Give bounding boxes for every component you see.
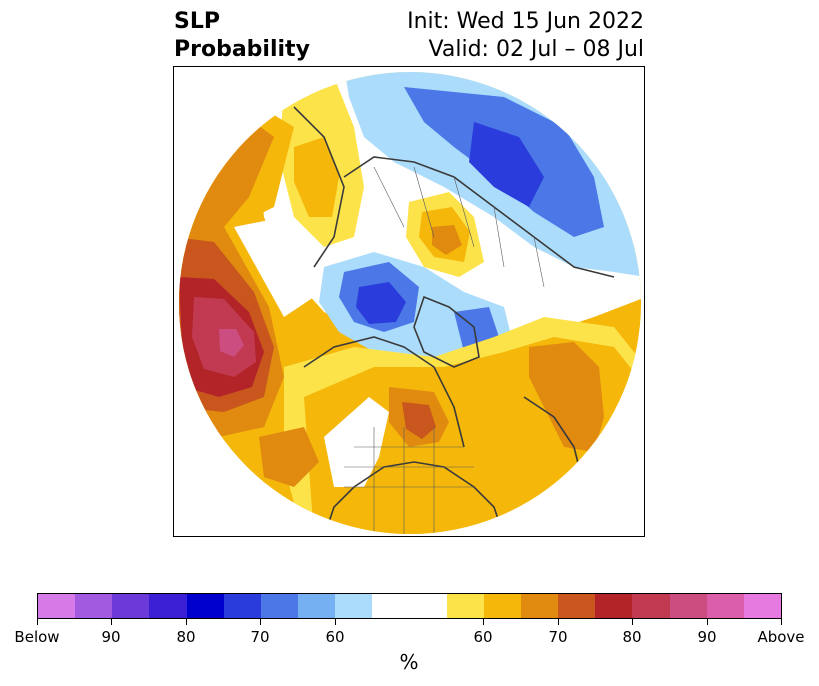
below-beaufort-80 [356,282,406,324]
colorbar-above-seg-1 [446,594,484,618]
colorbar-neutral-seg [372,594,447,618]
borders [344,166,545,534]
colorbar [37,593,782,619]
colorbar-tick-label: 70 [250,628,270,646]
colorbar-above-seg-2 [483,594,522,618]
above-central-na-75 [402,402,436,439]
colorbar-above-seg-8 [706,594,744,618]
above-atlantic-70 [529,342,604,452]
title-right: Init: Wed 15 Jun 2022 Valid: 02 Jul – 08… [380,8,644,64]
colorbar-below-seg-1 [38,594,76,618]
above-kara-sea-70 [432,225,462,255]
valid-range: Valid: 02 Jul – 08 Jul [428,37,644,62]
colorbar-below-seg-9 [335,594,373,618]
colorbar-tick-label: 70 [548,628,568,646]
colorbar-above-seg-3 [521,594,559,618]
colorbar-tick [483,619,484,625]
colorbar-tick [111,619,112,625]
colorbar-tick [632,619,633,625]
colorbar-above-seg-6 [632,594,670,618]
below-eastern-siberia-80 [469,122,544,207]
above-west-na-70 [259,427,319,487]
colorbar-below-seg-4 [149,594,187,618]
above-pacific-90 [219,329,244,357]
title-left: SLP Probability [174,8,310,64]
colorbar-tick-label: 80 [622,628,642,646]
neutral-western-us [324,397,389,487]
colorbar-below-seg-7 [260,594,299,618]
colorbar-units: % [399,650,419,674]
colorbar-below-seg-3 [112,594,150,618]
colorbar-tick [558,619,559,625]
colorbar-tick-label: Below [14,628,60,646]
above-europe-65 [294,137,339,217]
title-type: Probability [174,37,310,62]
colorbar-below-seg-6 [223,594,261,618]
title-variable: SLP [174,9,220,34]
colorbar-tick-label: 90 [101,628,121,646]
colorbar-tick [781,619,782,625]
init-date: Init: Wed 15 Jun 2022 [407,9,644,34]
colorbar-above-seg-9 [743,594,782,618]
colorbar-above-seg-5 [595,594,633,618]
map-frame [173,66,645,537]
colorbar-below-seg-8 [298,594,336,618]
colorbar-tick [186,619,187,625]
colorbar-tick [37,619,38,625]
colorbar-tick [260,619,261,625]
colorbar-below-seg-5 [186,594,224,618]
colorbar-tick-label: 80 [176,628,196,646]
colorbar-tick [707,619,708,625]
colorbar-below-seg-2 [75,594,113,618]
colorbar-tick-label: 60 [325,628,345,646]
colorbar-above-seg-4 [558,594,596,618]
colorbar-tick [335,619,336,625]
colorbar-tick-label: 60 [473,628,493,646]
probability-map [179,72,641,534]
colorbar-tick-label: 90 [697,628,717,646]
colorbar-tick-label: Above [757,628,805,646]
colorbar-above-seg-7 [669,594,707,618]
